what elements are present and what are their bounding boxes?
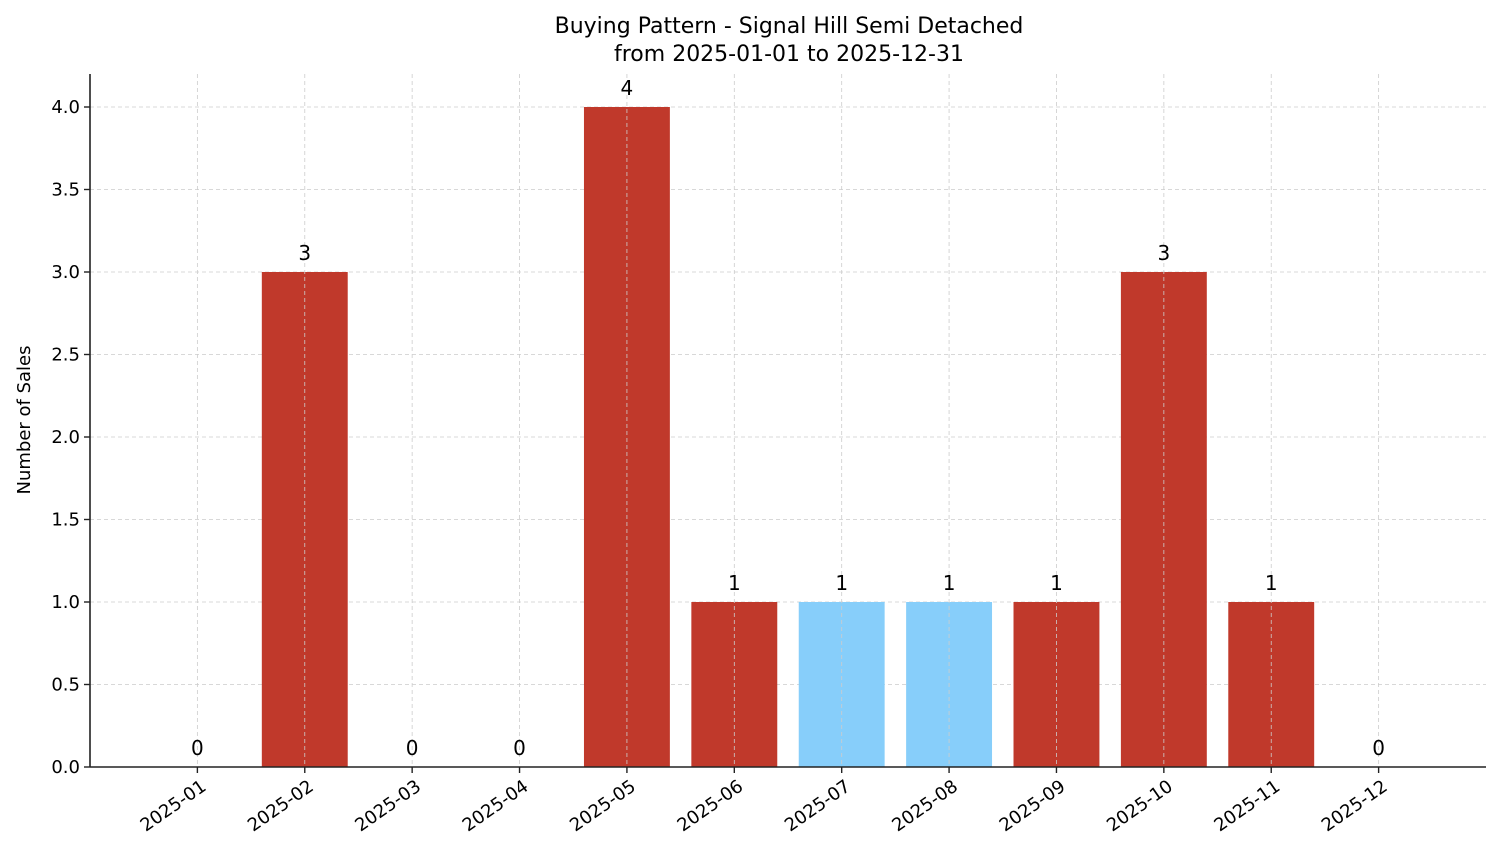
data-label: 0: [1372, 736, 1385, 760]
y-tick-label: 4.0: [51, 97, 80, 118]
data-label: 3: [298, 241, 311, 265]
chart-subtitle: from 2025-01-01 to 2025-12-31: [614, 42, 964, 67]
data-label: 4: [621, 76, 634, 100]
x-tick-label: 2025-06: [674, 776, 748, 836]
y-tick-label: 0.0: [51, 757, 80, 778]
data-label: 3: [1157, 241, 1170, 265]
y-tick-label: 2.0: [51, 427, 80, 448]
x-tick-label: 2025-12: [1318, 776, 1392, 836]
x-tick-label: 2025-04: [459, 776, 533, 836]
x-tick-label: 2025-05: [566, 776, 640, 836]
x-tick-label: 2025-02: [244, 776, 318, 836]
y-tick-label: 3.0: [51, 262, 80, 283]
chart-title: Buying Pattern - Signal Hill Semi Detach…: [555, 14, 1024, 39]
y-tick-label: 3.5: [51, 180, 80, 201]
x-tick-label: 2025-08: [888, 776, 962, 836]
data-label: 0: [406, 736, 419, 760]
y-tick-label: 1.0: [51, 592, 80, 613]
y-tick-label: 0.5: [51, 675, 80, 696]
y-axis-label: Number of Sales: [14, 345, 35, 494]
data-labels: 0 3 0 0 4 1 1 1 1 3 1 0: [191, 76, 1385, 760]
x-tick-label: 2025-09: [996, 776, 1070, 836]
x-tick-label: 2025-03: [351, 776, 425, 836]
data-label: 1: [943, 571, 956, 595]
x-ticks: 2025-01 2025-02 2025-03 2025-04 2025-05 2025-…: [137, 767, 1392, 836]
y-tick-label: 1.5: [51, 510, 80, 531]
vertical-grid: [196, 74, 1380, 767]
x-tick-label: 2025-10: [1103, 776, 1177, 836]
data-label: 1: [728, 571, 741, 595]
y-ticks: 0.0 0.5 1.0 1.5 2.0 2.5 3.0 3.5 4.0: [51, 97, 90, 778]
x-tick-label: 2025-11: [1210, 776, 1284, 836]
data-label: 0: [191, 736, 204, 760]
x-tick-label: 2025-01: [137, 776, 211, 836]
x-tick-label: 2025-07: [781, 776, 855, 836]
data-label: 1: [835, 571, 848, 595]
data-label: 1: [1265, 571, 1278, 595]
y-tick-label: 2.5: [51, 345, 80, 366]
bar-2025-05: [583, 107, 670, 767]
data-label: 1: [1050, 571, 1063, 595]
data-label: 0: [513, 736, 526, 760]
